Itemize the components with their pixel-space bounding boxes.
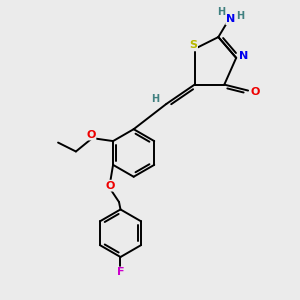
Text: O: O bbox=[251, 87, 260, 97]
Text: O: O bbox=[106, 181, 116, 191]
Text: N: N bbox=[226, 14, 236, 24]
Text: H: H bbox=[237, 11, 245, 21]
Text: H: H bbox=[217, 7, 225, 17]
Text: H: H bbox=[151, 94, 159, 104]
Text: N: N bbox=[239, 51, 248, 62]
Text: O: O bbox=[86, 130, 95, 140]
Text: F: F bbox=[117, 268, 124, 278]
Text: S: S bbox=[189, 40, 197, 50]
